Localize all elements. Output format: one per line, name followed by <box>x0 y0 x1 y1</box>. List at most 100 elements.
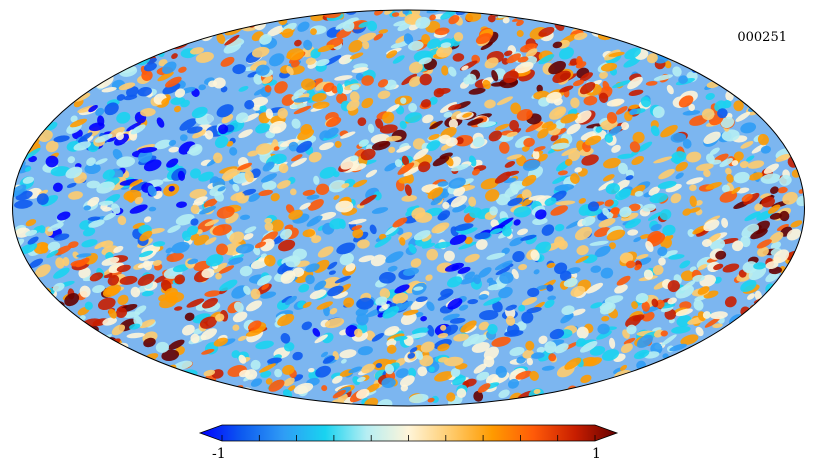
field-blob <box>426 301 435 312</box>
field-blob <box>66 182 77 188</box>
field-blob <box>289 188 297 196</box>
field-blob <box>371 207 389 214</box>
field-blob <box>339 252 354 266</box>
field-blob <box>746 293 756 300</box>
field-blob <box>648 186 660 196</box>
field-blob <box>395 368 409 378</box>
field-blob <box>509 237 524 247</box>
field-blob <box>498 389 510 399</box>
field-blob <box>216 206 235 219</box>
field-blob <box>394 335 408 341</box>
field-blob <box>315 81 327 91</box>
field-blob <box>297 128 315 141</box>
field-blob <box>618 162 628 175</box>
field-blob <box>520 234 537 241</box>
field-blob <box>47 241 61 252</box>
field-blob <box>396 145 411 153</box>
field-blob <box>657 180 677 189</box>
field-blob <box>84 301 93 310</box>
field-blob <box>334 75 353 81</box>
field-blob <box>741 193 753 202</box>
field-blob <box>81 239 98 248</box>
field-blob <box>265 108 274 120</box>
field-blob <box>290 157 307 167</box>
field-blob <box>129 179 143 187</box>
field-blob <box>180 99 190 108</box>
field-blob <box>649 193 668 204</box>
field-blob <box>456 388 467 398</box>
field-blob <box>24 147 41 160</box>
field-blob <box>400 312 417 326</box>
field-blob <box>478 267 492 278</box>
field-blob <box>440 144 449 151</box>
field-blob <box>232 183 240 192</box>
field-blob <box>101 87 117 93</box>
field-blob <box>636 253 649 260</box>
field-blob <box>407 40 424 51</box>
field-blob <box>450 368 461 378</box>
field-blob <box>580 72 593 82</box>
field-blob <box>647 212 662 221</box>
field-blob <box>658 257 666 266</box>
field-blob <box>408 61 423 74</box>
field-blob <box>525 48 538 58</box>
field-blob <box>390 40 410 49</box>
field-blob <box>406 206 416 212</box>
field-blob <box>456 137 464 145</box>
field-blob <box>571 308 586 316</box>
field-blob <box>203 369 216 377</box>
field-blob <box>779 174 792 186</box>
field-blob <box>482 79 491 90</box>
field-blob <box>388 146 396 154</box>
field-blob <box>308 151 322 163</box>
field-blob <box>590 265 602 273</box>
field-blob <box>725 167 732 175</box>
field-blob <box>220 86 228 93</box>
field-blob <box>580 340 598 353</box>
field-blob <box>97 115 105 127</box>
field-blob <box>632 131 645 144</box>
field-blob <box>264 254 276 267</box>
field-blob <box>747 160 765 169</box>
field-blob <box>126 332 145 339</box>
field-blob <box>550 134 559 142</box>
field-blob <box>36 193 49 205</box>
field-blob <box>248 193 261 202</box>
field-blob <box>143 159 162 172</box>
field-blob <box>152 241 166 247</box>
field-blob <box>682 138 692 149</box>
field-blob <box>516 108 533 121</box>
field-blob <box>476 371 490 381</box>
mollweide-map <box>12 10 805 406</box>
field-blob <box>79 315 86 321</box>
field-blob <box>298 283 310 293</box>
field-blob <box>224 34 240 46</box>
field-blob <box>415 16 431 29</box>
colorbar <box>198 424 619 442</box>
field-blob <box>667 297 677 305</box>
field-blob <box>374 10 384 16</box>
field-blob <box>559 85 574 93</box>
field-blob <box>27 236 39 245</box>
field-blob <box>348 366 363 374</box>
field-blob <box>460 320 477 333</box>
field-blob <box>430 197 443 206</box>
field-blob <box>763 163 779 174</box>
field-blob <box>615 106 628 115</box>
field-blob <box>216 33 226 45</box>
field-blob <box>463 77 471 85</box>
field-blob <box>83 205 92 211</box>
field-blob <box>161 349 180 362</box>
field-blob <box>623 337 636 345</box>
field-blob <box>590 302 603 309</box>
field-blob <box>238 354 247 364</box>
field-blob <box>443 250 455 262</box>
colorbar-min-label: -1 <box>212 446 226 462</box>
field-blob <box>494 171 512 184</box>
field-blob <box>338 54 353 65</box>
field-blob <box>350 84 360 91</box>
field-blob <box>429 120 443 130</box>
field-blob <box>680 334 699 346</box>
field-blob <box>437 181 449 187</box>
field-blob <box>491 70 499 82</box>
